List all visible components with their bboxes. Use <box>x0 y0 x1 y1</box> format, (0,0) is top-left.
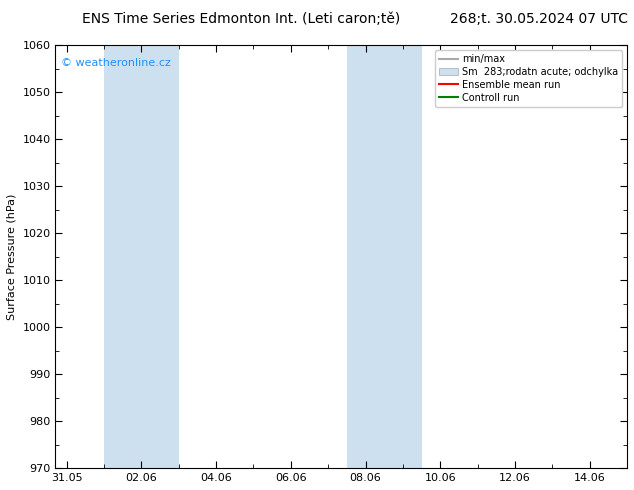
Text: 268;t. 30.05.2024 07 UTC: 268;t. 30.05.2024 07 UTC <box>450 12 628 26</box>
Text: © weatheronline.cz: © weatheronline.cz <box>61 58 171 68</box>
Bar <box>347 45 422 468</box>
Text: ENS Time Series Edmonton Int. (Leti caron;tě): ENS Time Series Edmonton Int. (Leti caro… <box>82 12 401 26</box>
Legend: min/max, Sm  283;rodatn acute; odchylka, Ensemble mean run, Controll run: min/max, Sm 283;rodatn acute; odchylka, … <box>435 50 622 107</box>
Y-axis label: Surface Pressure (hPa): Surface Pressure (hPa) <box>7 194 17 320</box>
Bar <box>104 45 179 468</box>
